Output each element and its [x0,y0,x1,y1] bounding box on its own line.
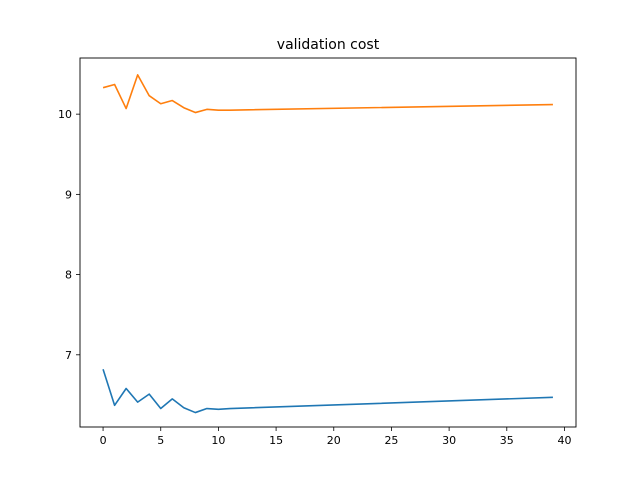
x-tick-label: 20 [327,434,341,447]
x-axis: 0 5 10 15 20 25 30 35 40 [100,427,571,447]
x-tick-label: 40 [557,434,571,447]
chart-title: validation cost [277,37,380,53]
y-tick-label: 7 [65,349,72,362]
x-tick-label: 30 [442,434,456,447]
y-axis: 7 8 9 10 [58,108,80,362]
y-tick-label: 10 [58,108,72,121]
x-tick-label: 5 [157,434,164,447]
plot-area [102,74,553,414]
series-line-2 [102,74,553,114]
x-tick-label: 10 [211,434,225,447]
axes-frame [79,57,577,428]
y-tick-label: 9 [65,188,72,201]
x-tick-label: 15 [269,434,283,447]
series-line-1 [102,368,553,414]
x-tick-label: 35 [500,434,514,447]
x-tick-label: 25 [384,434,398,447]
y-tick-label: 8 [65,269,72,282]
x-tick-label: 0 [100,434,107,447]
